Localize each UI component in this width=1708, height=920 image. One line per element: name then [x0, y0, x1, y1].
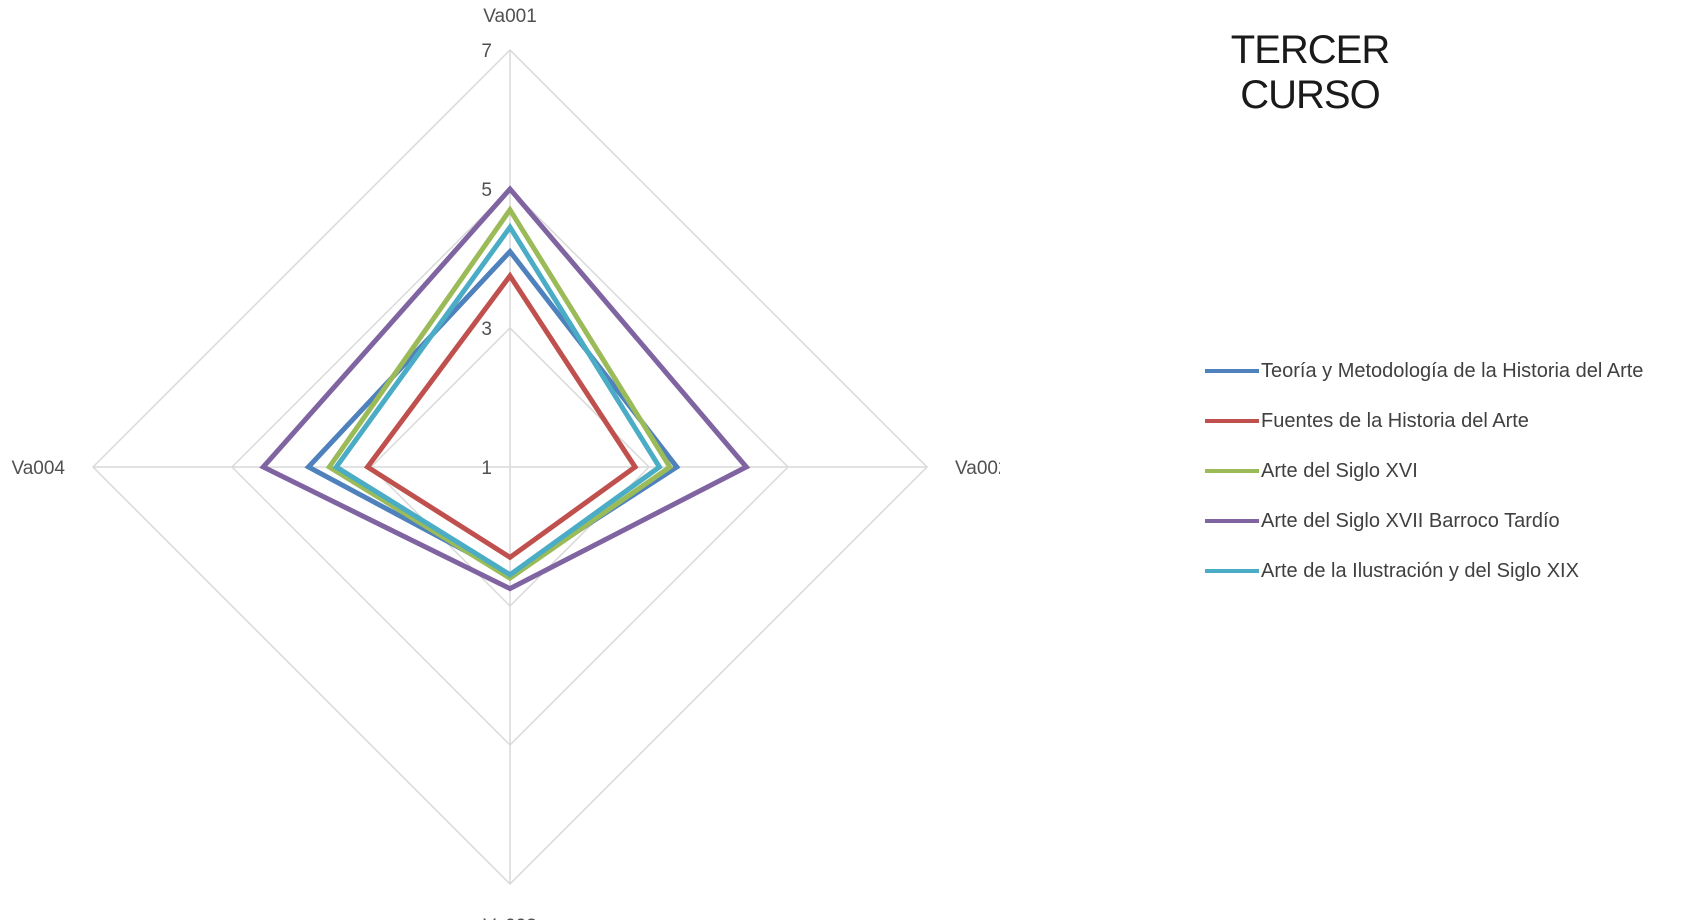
- legend-label: Fuentes de la Historia del Arte: [1261, 409, 1529, 432]
- legend-swatch: [1205, 569, 1259, 573]
- legend-item: Arte del Siglo XVII Barroco Tardío: [1205, 496, 1643, 546]
- legend-label: Arte del Siglo XVII Barroco Tardío: [1261, 509, 1560, 532]
- legend-item: Fuentes de la Historia del Arte: [1205, 396, 1643, 446]
- axis-label: Va003: [483, 916, 537, 920]
- series-line: [363, 271, 639, 561]
- legend-label: Arte de la Ilustración y del Siglo XIX: [1261, 559, 1579, 582]
- legend-label: Teoría y Metodología de la Historia del …: [1261, 359, 1644, 382]
- tick-label: 7: [481, 41, 492, 62]
- legend-swatch: [1205, 419, 1259, 423]
- legend-label: Arte del Siglo XVI: [1261, 459, 1418, 482]
- series-line: [332, 222, 663, 578]
- legend-swatch: [1205, 519, 1259, 523]
- chart-title: TERCER CURSO: [1230, 28, 1390, 117]
- series-line: [259, 185, 751, 592]
- series-line: [325, 205, 674, 582]
- radar-series: [259, 185, 751, 592]
- tick-label: 1: [481, 458, 492, 479]
- axis-label: Va001: [483, 6, 537, 27]
- legend-item: Arte de la Ilustración y del Siglo XIX: [1205, 546, 1643, 596]
- radar-labels: 1 3 5 7 Va001 Va002 Va003 Va004: [11, 6, 1000, 920]
- tick-label: 5: [481, 180, 492, 201]
- tick-label: 3: [481, 319, 492, 340]
- legend-item: Teoría y Metodología de la Historia del …: [1205, 346, 1643, 396]
- chart-legend: Teoría y Metodología de la Historia del …: [1205, 346, 1643, 596]
- legend-swatch: [1205, 369, 1259, 373]
- legend-swatch: [1205, 469, 1259, 473]
- axis-label: Va002: [955, 458, 1000, 479]
- radar-chart: 1 3 5 7 Va001 Va002 Va003 Va004: [11, 6, 1000, 920]
- legend-item: Arte del Siglo XVI: [1205, 446, 1643, 496]
- radar-grid: [91, 48, 929, 886]
- axis-label: Va004: [11, 458, 65, 479]
